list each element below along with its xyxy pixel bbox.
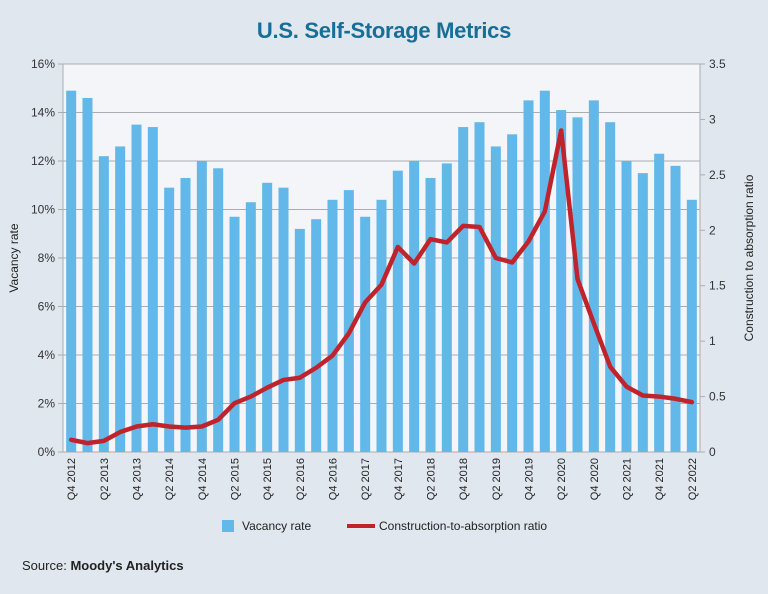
y-right-tick-label: 2 [709, 223, 716, 237]
bar-vacancy-rate [654, 153, 665, 452]
bar-vacancy-rate [425, 177, 436, 452]
y-left-tick-label: 8% [38, 251, 56, 265]
bar-vacancy-rate [637, 173, 648, 452]
bar-vacancy-rate [278, 187, 289, 453]
bar-vacancy-rate [490, 146, 501, 452]
y-right-axis-label: Construction to absorption ratio [742, 174, 756, 341]
legend-label-construction-ratio: Construction-to-absorption ratio [379, 519, 547, 533]
legend-label-vacancy-rate: Vacancy rate [242, 519, 311, 533]
bar-vacancy-rate [262, 182, 273, 452]
bar-vacancy-rate [523, 100, 534, 452]
chart-title: U.S. Self-Storage Metrics [256, 18, 512, 43]
x-tick-label: Q2 2021 [622, 458, 634, 500]
bar-vacancy-rate [294, 228, 305, 452]
bar-vacancy-rate [311, 219, 322, 452]
source-name: Moody's Analytics [70, 558, 184, 573]
bar-vacancy-rate [360, 216, 371, 452]
x-tick-label: Q4 2018 [458, 458, 470, 500]
y-left-tick-label: 0% [38, 445, 56, 459]
x-tick-label: Q4 2021 [654, 458, 666, 500]
x-tick-label: Q4 2017 [393, 458, 405, 500]
bar-vacancy-rate [507, 134, 518, 452]
bar-vacancy-rate [213, 168, 224, 452]
y-right-tick-label: 2.5 [709, 168, 726, 182]
x-tick-label: Q2 2022 [687, 458, 699, 500]
x-tick-label: Q2 2014 [164, 458, 176, 500]
x-tick-label: Q4 2015 [262, 458, 274, 500]
bar-vacancy-rate [621, 161, 632, 452]
x-tick-label: Q2 2018 [426, 458, 438, 500]
x-tick-label: Q4 2012 [66, 458, 78, 500]
bar-vacancy-rate [131, 124, 142, 452]
bar-vacancy-rate [66, 90, 77, 453]
bar-vacancy-rate [539, 90, 550, 453]
y-left-tick-label: 10% [31, 203, 55, 217]
bar-vacancy-rate [686, 199, 697, 452]
y-left-tick-label: 4% [38, 348, 56, 362]
y-right-tick-label: 3 [709, 112, 716, 126]
bar-vacancy-rate [229, 216, 240, 452]
bar-vacancy-rate [376, 199, 387, 452]
bar-vacancy-rate [458, 127, 469, 453]
bar-vacancy-rate [392, 170, 403, 452]
bar-vacancy-rate [409, 161, 420, 452]
y-left-tick-label: 14% [31, 106, 55, 120]
bar-vacancy-rate [245, 202, 256, 452]
source-note: Source: Moody's Analytics [22, 558, 184, 573]
bar-vacancy-rate [474, 122, 485, 452]
y-left-tick-label: 12% [31, 154, 55, 168]
x-tick-label: Q4 2016 [328, 458, 340, 500]
bar-vacancy-rate [180, 177, 191, 452]
y-left-tick-label: 2% [38, 397, 56, 411]
bar-vacancy-rate [441, 163, 452, 453]
y-right-tick-label: 0.5 [709, 390, 726, 404]
y-right-tick-label: 3.5 [709, 57, 726, 71]
x-tick-label: Q4 2014 [197, 458, 209, 500]
y-right-tick-label: 1 [709, 334, 716, 348]
bar-vacancy-rate [588, 100, 599, 452]
bar-vacancy-rate [556, 110, 567, 452]
y-left-axis-label: Vacancy rate [7, 223, 21, 292]
bar-vacancy-rate [196, 161, 207, 452]
bar-vacancy-rate [115, 146, 126, 452]
y-right-tick-label: 1.5 [709, 279, 726, 293]
bar-vacancy-rate [670, 165, 681, 452]
y-right-tick-label: 0 [709, 445, 716, 459]
bar-vacancy-rate [98, 156, 109, 452]
y-left-tick-label: 6% [38, 300, 56, 314]
legend-swatch-vacancy-rate [222, 520, 234, 532]
x-tick-label: Q4 2020 [589, 458, 601, 500]
x-tick-label: Q2 2017 [360, 458, 372, 500]
bar-vacancy-rate [605, 122, 616, 452]
bar-vacancy-rate [343, 190, 354, 452]
bar-vacancy-rate [327, 199, 338, 452]
x-tick-label: Q2 2019 [491, 458, 503, 500]
x-tick-label: Q2 2020 [556, 458, 568, 500]
y-left-tick-label: 16% [31, 57, 55, 71]
x-tick-label: Q2 2013 [99, 458, 111, 500]
x-tick-label: Q4 2013 [132, 458, 144, 500]
source-label: Source: [22, 558, 67, 573]
x-tick-label: Q2 2016 [295, 458, 307, 500]
bar-vacancy-rate [164, 187, 175, 453]
bar-vacancy-rate [82, 97, 93, 452]
bar-vacancy-rate [147, 127, 158, 453]
x-tick-label: Q4 2019 [524, 458, 536, 500]
x-tick-label: Q2 2015 [230, 458, 242, 500]
